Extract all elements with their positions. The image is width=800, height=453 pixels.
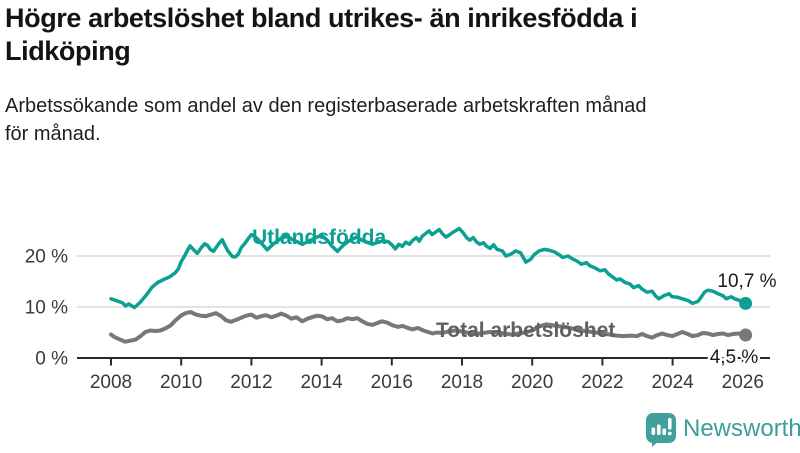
x-tick-label: 2022 bbox=[581, 372, 623, 393]
newsworthy-logo[interactable]: Newsworthy bbox=[643, 410, 800, 448]
x-tick-label: 2024 bbox=[651, 372, 694, 393]
series-end-dot-utlandsfodda bbox=[739, 296, 753, 310]
bar-chart-glyph bbox=[651, 418, 672, 436]
series-lines bbox=[109, 226, 753, 344]
y-axis-labels: 0 % 10 % 20 % bbox=[25, 247, 68, 370]
x-axis-ticks: 2008 2010 2012 2014 2016 2018 2020 2022 2024 2026 bbox=[90, 359, 764, 393]
x-tick-label: 2014 bbox=[300, 372, 343, 393]
title-line-1: Högre arbetslöshet bland utrikes- än inr… bbox=[5, 3, 638, 33]
x-tick-label: 2020 bbox=[511, 372, 553, 393]
series-line-total bbox=[109, 310, 748, 344]
x-tick-label: 2026 bbox=[722, 372, 764, 393]
subtitle-line-1: Arbetssökande som andel av den registerb… bbox=[5, 95, 647, 117]
subtitle-line-2: för månad. bbox=[5, 123, 101, 145]
x-tick-label: 2018 bbox=[441, 372, 483, 393]
newsworthy-brand-text: Newsworthy bbox=[683, 415, 800, 442]
y-tick-label: 0 % bbox=[35, 349, 68, 370]
series-line-utlandsfodda bbox=[109, 226, 748, 310]
y-tick-label: 20 % bbox=[25, 247, 68, 268]
title-line-2: Lidköping bbox=[5, 36, 131, 66]
x-tick-label: 2008 bbox=[90, 372, 132, 393]
speech-bubble-tail bbox=[652, 440, 660, 447]
series-label-total: Total arbetslöshet bbox=[436, 319, 615, 342]
x-tick-label: 2012 bbox=[230, 372, 272, 393]
x-tick-label: 2016 bbox=[371, 372, 413, 393]
end-value-label-utlandsfodda: 10,7 % bbox=[717, 271, 776, 292]
page-title: Högre arbetslöshet bland utrikes- än inr… bbox=[5, 2, 797, 68]
x-tick-label: 2010 bbox=[160, 372, 202, 393]
chart-subtitle: Arbetssökande som andel av den registerb… bbox=[5, 92, 797, 148]
newsworthy-icon bbox=[646, 413, 676, 447]
y-tick-label: 10 % bbox=[25, 298, 68, 319]
end-value-label-total: 4,5 % bbox=[710, 347, 759, 368]
chart-header: Högre arbetslöshet bland utrikes- än inr… bbox=[5, 2, 797, 148]
exclamation-bar bbox=[668, 418, 672, 430]
series-label-utlandsfodda: Utlandsfödda bbox=[252, 226, 386, 249]
gridlines bbox=[77, 255, 770, 308]
series-end-dot-total bbox=[739, 328, 753, 342]
exclamation-dot bbox=[668, 431, 672, 436]
